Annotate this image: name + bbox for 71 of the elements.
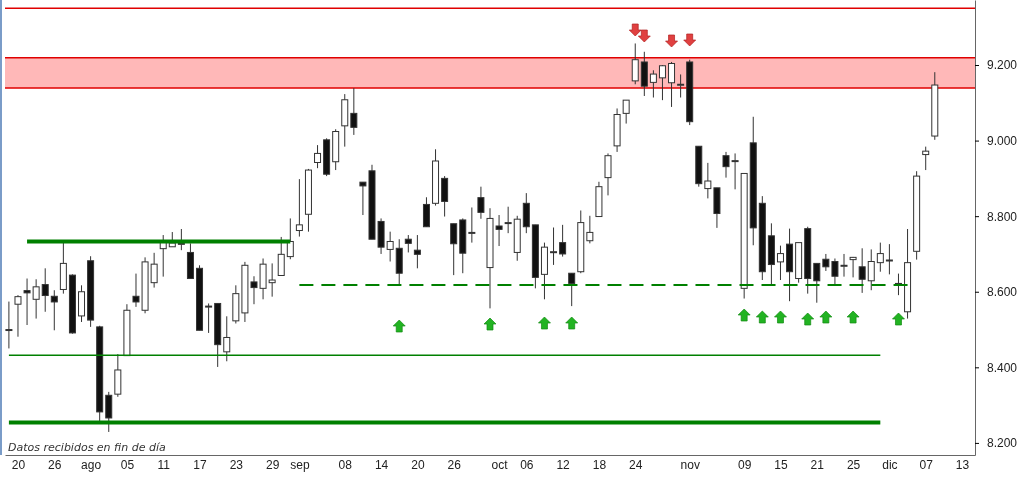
candlestick — [450, 223, 458, 276]
x-tick-label: 06 — [520, 457, 534, 472]
x-tick-label: dic — [882, 457, 898, 472]
x-tick-label: 11 — [157, 457, 171, 472]
x-tick-label: sep — [290, 457, 310, 472]
candlestick — [867, 248, 875, 291]
x-tick-label: 26 — [447, 457, 462, 472]
candlestick — [41, 267, 49, 313]
x-tick-label: oct — [491, 457, 509, 472]
candlestick — [559, 224, 567, 258]
x-tick-label: 23 — [229, 457, 244, 472]
candlestick — [477, 186, 485, 220]
candlestick — [413, 234, 421, 269]
candlestick — [422, 196, 430, 228]
candlestick — [677, 73, 685, 98]
candlestick — [277, 236, 285, 276]
candlestick — [350, 87, 358, 136]
candlestick — [314, 144, 322, 169]
candlestick — [568, 272, 576, 307]
y-tick-label: 9.200 — [987, 58, 1018, 73]
x-tick-label: ago — [81, 457, 102, 472]
candlestick — [858, 247, 866, 294]
candlestick — [295, 178, 303, 238]
x-tick-label: nov — [680, 457, 700, 472]
x-tick-label: 20 — [11, 457, 26, 472]
x-tick-label: 25 — [846, 457, 861, 472]
candlestick — [658, 64, 666, 101]
candlestick — [649, 69, 657, 98]
candlestick — [813, 262, 821, 304]
candlestick — [550, 227, 558, 266]
x-tick-label: 05 — [120, 457, 135, 472]
x-tick-label: 26 — [48, 457, 62, 472]
candlestick — [468, 206, 476, 244]
candlestick — [205, 302, 213, 334]
candlestick — [776, 245, 784, 281]
x-tick-label: 07 — [919, 457, 934, 472]
x-tick-label: 24 — [629, 457, 643, 472]
candlestick — [50, 289, 58, 331]
annotation: Datos recibidos en fin de día — [8, 441, 166, 454]
x-tick-label: 08 — [338, 457, 353, 472]
candlestick — [876, 242, 884, 273]
candlestick — [922, 146, 930, 171]
x-tick-label: 21 — [810, 457, 825, 472]
candlestick — [604, 152, 612, 196]
candlestick — [586, 215, 594, 244]
x-tick-label: 15 — [774, 457, 788, 472]
x-tick-label: 29 — [265, 457, 280, 472]
candlestick — [631, 42, 639, 85]
y-tick-label: 8.400 — [987, 360, 1018, 375]
candlestick — [105, 391, 113, 433]
candlestick — [622, 99, 630, 125]
candlestick — [522, 192, 530, 234]
candlestick — [14, 294, 22, 338]
x-tick-label: 09 — [737, 457, 752, 472]
y-tick-label: 9.000 — [987, 133, 1018, 148]
candlestick — [223, 315, 231, 362]
x-tick-label: 20 — [411, 457, 425, 472]
x-tick-label: 13 — [955, 457, 970, 472]
y-tick-label: 8.800 — [987, 209, 1018, 224]
candlestick — [441, 175, 449, 218]
candlestick — [504, 206, 512, 234]
x-tick-label: 12 — [556, 457, 571, 472]
candlestick — [885, 243, 893, 275]
candlestick — [668, 61, 676, 108]
candlestick — [5, 301, 13, 349]
x-tick-label: 14 — [374, 457, 389, 472]
candlestick — [286, 217, 294, 260]
x-tick-label: 18 — [592, 457, 607, 472]
y-tick-label: 8.600 — [987, 285, 1018, 300]
x-tick-label: 17 — [193, 457, 208, 472]
y-tick-label: 8.200 — [987, 436, 1018, 451]
